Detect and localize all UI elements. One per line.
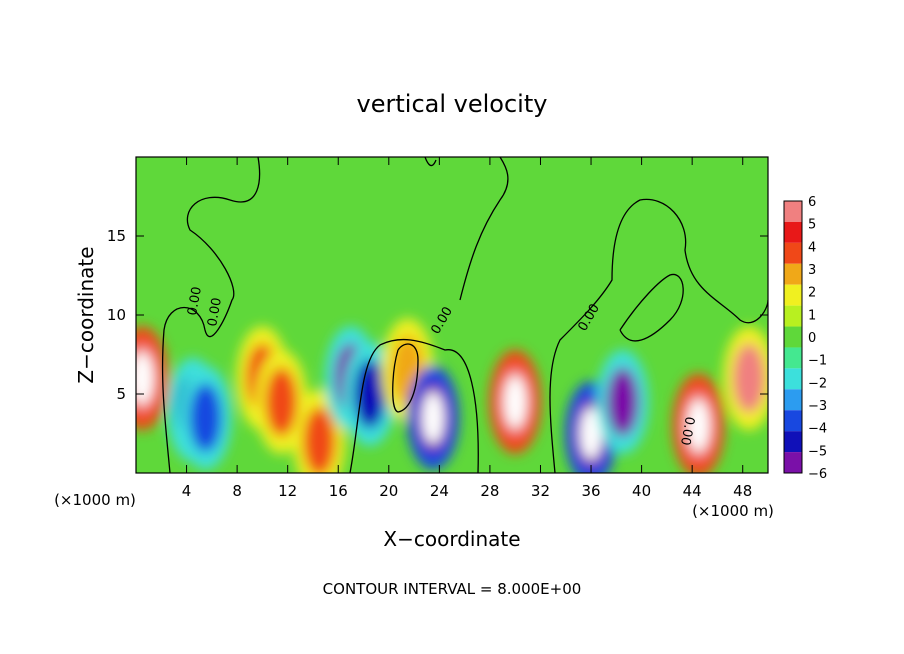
colorbar-swatch [784, 368, 802, 390]
colorbar-swatch [784, 347, 802, 369]
colorbar-tick-label: −2 [808, 376, 827, 391]
zero-contour-line [619, 273, 684, 342]
x-tick-label: 40 [632, 482, 651, 500]
velocity-cell-peak [422, 391, 444, 444]
x-tick-label: 4 [182, 482, 192, 500]
colorbar-swatch [784, 201, 802, 222]
contour-label: 0.00 [185, 286, 205, 317]
x-tick-label: 28 [480, 482, 499, 500]
velocity-cell-core [353, 359, 386, 429]
colorbar-tick-label: −1 [808, 354, 827, 369]
y-tick-label: 5 [116, 385, 126, 403]
x-tick-label: 8 [232, 482, 242, 500]
colorbar-swatch [784, 305, 802, 327]
zero-contour-line [549, 198, 768, 473]
colorbar-swatch [784, 326, 802, 348]
zero-contour-line [161, 157, 261, 473]
colorbar-tick-label: −3 [808, 399, 827, 414]
y-tick-label: 10 [107, 306, 126, 324]
colorbar: 6 5 4 3 2 1 0 −1 −2 −3 −4 −5 −6 [783, 195, 827, 482]
contour-labels: 0.00 0.00 0.00 0.00 0.00 [185, 286, 697, 447]
colorbar-frame [783, 200, 803, 474]
velocity-cell-core [265, 367, 298, 437]
colorbar-swatch [784, 263, 802, 285]
colorbar-tick-label: −5 [808, 444, 827, 459]
contour-label: 0.00 [677, 415, 697, 446]
x-tick-label: 44 [683, 482, 702, 500]
y-tick-label: 15 [107, 227, 126, 245]
velocity-cell-peak [580, 407, 602, 460]
colorbar-swatch [784, 242, 802, 264]
x-axis-unit-right: (×1000 m) [692, 502, 774, 520]
velocity-cell-core [732, 343, 766, 413]
contour-label: 0.00 [205, 297, 225, 328]
x-tick-label: 36 [581, 482, 600, 500]
zero-contour-line [349, 338, 479, 473]
velocity-cell-core [303, 407, 336, 473]
velocity-cell-core [606, 367, 639, 437]
velocity-cell-core [189, 383, 222, 453]
x-axis-unit-left: (×1000 m) [54, 491, 136, 509]
x-tick-label: 20 [379, 482, 398, 500]
velocity-cell-peak [504, 375, 527, 428]
colorbar-tick-label: −6 [808, 467, 827, 482]
x-tick-label: 24 [430, 482, 449, 500]
x-axis-label: X−coordinate [383, 527, 520, 551]
colorbar-tick-label: −4 [808, 422, 827, 437]
velocity-field [136, 318, 768, 473]
velocity-cell-peak [136, 352, 154, 405]
chart-title: vertical velocity [357, 90, 548, 118]
velocity-cell-peak [687, 399, 710, 452]
colorbar-swatch [784, 452, 802, 473]
zero-contour-line [424, 157, 437, 167]
zero-contours [161, 157, 768, 473]
x-tick-label: 32 [531, 482, 550, 500]
zero-contour-line [392, 343, 419, 413]
colorbar-swatch [784, 389, 802, 411]
colorbar-swatch [784, 431, 802, 453]
contour-interval-note: CONTOUR INTERVAL = 8.000E+00 [323, 580, 582, 598]
colorbar-tick-label: 3 [808, 263, 816, 278]
colorbar-swatch [784, 410, 802, 432]
colorbar-tick-label: 0 [808, 331, 816, 346]
y-axis-ticks: 5 10 15 [107, 227, 768, 403]
colorbar-tick-label: 2 [808, 286, 816, 301]
colorbar-tick-label: 5 [808, 218, 816, 233]
x-tick-label: 48 [733, 482, 752, 500]
colorbar-swatch [784, 221, 802, 243]
x-axis-ticks: 4 8 12 16 20 24 28 32 36 40 44 48 [182, 157, 752, 500]
plot-area [136, 157, 768, 473]
x-tick-label: 12 [278, 482, 297, 500]
colorbar-tick-label: 6 [808, 195, 816, 210]
colorbar-tick-label: 4 [808, 240, 816, 255]
colorbar-tick-label: 1 [808, 308, 816, 323]
zero-contour-line [459, 157, 509, 301]
x-tick-label: 16 [329, 482, 348, 500]
colorbar-swatch [784, 284, 802, 306]
y-axis-label: Z−coordinate [74, 246, 98, 383]
